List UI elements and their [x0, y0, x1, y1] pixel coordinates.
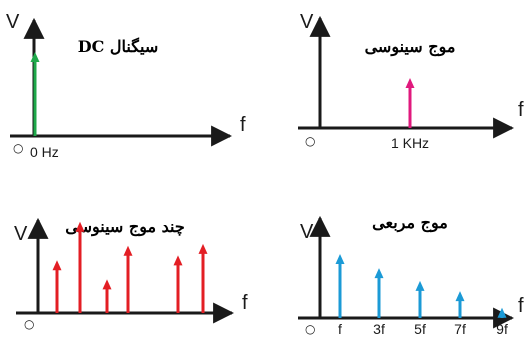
panel-square: V f ○ موج مربعی f 3f 5f 7f 9f	[298, 213, 524, 337]
panel-sine-spikes	[405, 78, 415, 128]
panel-multi-title: چند موج سینوسی	[65, 217, 185, 237]
panel-sine-xlabel: f	[518, 99, 524, 121]
square-tick-3: 7f	[454, 321, 466, 337]
panel-sine-title: موج سینوسی	[365, 37, 456, 57]
square-spike-4	[497, 307, 507, 318]
panel-square-origin: ○	[305, 322, 315, 336]
square-spike-2	[415, 280, 425, 318]
multi-spike-2-head	[102, 279, 112, 290]
square-tick-2: 5f	[414, 321, 426, 337]
panel-square-ticks: f 3f 5f 7f 9f	[338, 321, 508, 337]
multi-spike-5-head	[198, 243, 208, 254]
multi-spike-0-head	[52, 260, 62, 271]
panel-square-spikes	[335, 254, 507, 318]
panel-dc-ylabel: V	[6, 11, 20, 33]
dc-spike-0-head	[30, 52, 40, 62]
panel-square-xlabel: f	[518, 295, 524, 317]
panel-sine-ylabel: V	[300, 11, 314, 33]
panel-sine-origin: ○	[305, 134, 315, 148]
panel-dc-origin: ○	[13, 141, 23, 155]
panel-multi-ylabel: V	[14, 223, 28, 245]
multi-spike-4	[173, 255, 183, 313]
multi-spike-3-head	[123, 245, 133, 256]
square-spike-0-head	[335, 254, 345, 264]
square-spike-1-head	[374, 268, 384, 279]
panel-dc-title: سیگنال DC	[78, 37, 159, 56]
panel-multi-xlabel: f	[242, 292, 248, 314]
square-spike-3	[455, 291, 465, 318]
panel-sine-tick: 1 KHz	[391, 135, 429, 151]
panel-square-ylabel: V	[300, 221, 314, 243]
panel-sine: V f ○ 1 KHz موج سینوسی	[298, 11, 524, 151]
multi-spike-5	[198, 243, 208, 313]
panel-dc-xlabel: f	[240, 114, 246, 136]
square-spike-4-head	[497, 307, 507, 318]
panel-multi-spikes	[52, 221, 208, 313]
multi-spike-4-head	[173, 255, 183, 266]
square-tick-4: 9f	[496, 321, 508, 337]
multi-spike-0	[52, 260, 62, 313]
square-spike-2-head	[415, 280, 425, 291]
multi-spike-2	[102, 279, 112, 313]
sine-spike-0-head	[405, 78, 415, 88]
panel-dc-spikes	[30, 52, 40, 136]
square-tick-0: f	[338, 321, 342, 337]
multi-spike-1-head	[75, 221, 85, 232]
sine-spike-0	[405, 78, 415, 128]
panel-square-title: موج مربعی	[372, 213, 448, 233]
panel-multi: V f ○ چند موج سینوسی	[14, 217, 248, 331]
panel-dc-tick: 0 Hz	[30, 144, 59, 160]
dc-spike-0	[30, 52, 40, 136]
panel-multi-origin: ○	[24, 317, 34, 331]
multi-spike-3	[123, 245, 133, 313]
square-spike-3-head	[455, 291, 465, 302]
square-spike-1	[374, 268, 384, 318]
multi-spike-1	[75, 221, 85, 313]
square-spike-0	[335, 254, 345, 318]
square-tick-1: 3f	[373, 321, 385, 337]
panel-dc: V f ○ 0 Hz سیگنال DC	[6, 11, 246, 160]
